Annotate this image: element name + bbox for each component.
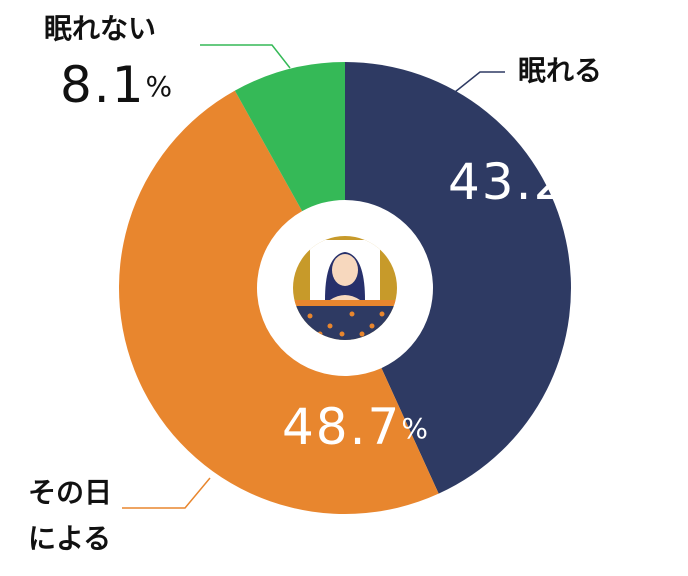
donut-slice (345, 62, 571, 494)
leader-line (122, 477, 211, 509)
center-icon (293, 236, 397, 340)
category-label: 眠れない (44, 12, 156, 45)
value-label: 8.1% (60, 56, 174, 114)
donut-slice (118, 90, 439, 515)
donut-slice (234, 62, 345, 212)
leader-line (200, 44, 291, 69)
category-label: その日による (28, 476, 112, 555)
category-label: 眠れる (518, 54, 602, 87)
value-label: 48.7% (282, 398, 430, 456)
value-label: 43.2% (448, 153, 596, 211)
leader-line (454, 71, 505, 93)
